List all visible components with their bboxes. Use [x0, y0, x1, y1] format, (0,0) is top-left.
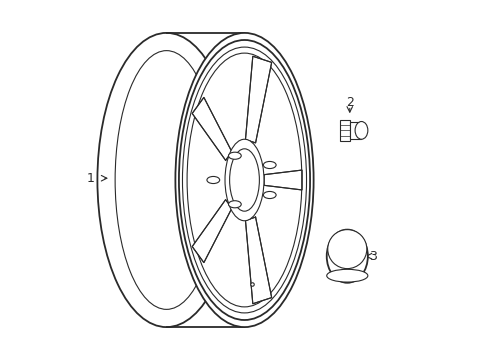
- Ellipse shape: [263, 192, 276, 199]
- Bar: [340, 120, 349, 141]
- Text: 1: 1: [86, 172, 94, 185]
- Text: 2: 2: [345, 95, 353, 108]
- Polygon shape: [264, 170, 301, 190]
- Ellipse shape: [326, 230, 367, 283]
- Ellipse shape: [182, 47, 306, 313]
- Ellipse shape: [263, 161, 276, 168]
- Polygon shape: [245, 56, 271, 143]
- Ellipse shape: [354, 122, 367, 139]
- Polygon shape: [192, 200, 231, 262]
- Ellipse shape: [97, 33, 235, 327]
- Ellipse shape: [179, 40, 309, 320]
- Ellipse shape: [224, 139, 264, 221]
- Polygon shape: [192, 98, 231, 160]
- Polygon shape: [245, 217, 271, 304]
- Ellipse shape: [206, 176, 219, 184]
- Ellipse shape: [326, 269, 367, 282]
- Bar: [349, 122, 361, 139]
- Text: 3: 3: [368, 250, 376, 263]
- Ellipse shape: [175, 33, 313, 327]
- Ellipse shape: [327, 230, 366, 269]
- Ellipse shape: [228, 152, 241, 159]
- Ellipse shape: [229, 149, 259, 211]
- Ellipse shape: [115, 51, 218, 309]
- Ellipse shape: [228, 201, 241, 208]
- Ellipse shape: [187, 53, 301, 307]
